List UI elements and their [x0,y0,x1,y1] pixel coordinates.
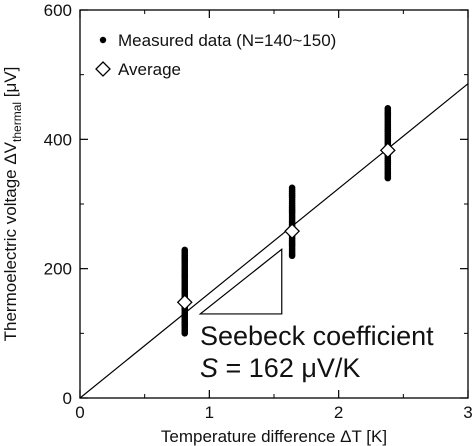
average-point [379,142,396,159]
annotation-line-2: S = 162 μV/K [200,353,360,383]
average-point [176,294,193,311]
legend-diamond-marker [95,61,111,77]
legend-label-measured: Measured data (N=140~150) [118,31,336,50]
slope-triangle-shape [198,248,283,315]
annotation-line-1: Seebeck coefficient [200,321,434,351]
measured-point [288,184,296,192]
y-axis-label-subscript: thermal [10,102,24,142]
y-tick-labels: 0 200 400 600 [44,1,72,408]
y-axis-label: Thermoelectric voltage ΔVthermal [μV] [1,67,24,342]
measured-point [181,246,189,254]
y-tick-label: 0 [63,389,72,408]
measured-data-series [181,104,392,337]
x-tick-label: 3 [463,403,472,422]
y-tick-label: 600 [44,1,72,20]
legend-dot-marker [99,36,107,44]
fit-line-path [79,83,469,399]
x-tick-labels: 0 1 2 3 [75,403,472,422]
x-tick-label: 0 [75,403,84,422]
x-tick-label: 2 [334,403,343,422]
y-axis-label-unit: [μV] [1,67,20,102]
measured-point [384,104,392,112]
y-axis-label-main: Thermoelectric voltage ΔV [1,141,20,341]
fit-line [79,83,469,399]
legend: Measured data (N=140~150) Average [95,31,336,79]
average-point [284,223,301,240]
annotation-symbol: S [200,353,218,383]
annotation-value: = 162 μV/K [218,353,360,383]
x-axis-label: Temperature difference ΔT [K] [161,427,387,446]
y-tick-label: 400 [44,130,72,149]
average-series [176,142,396,311]
y-tick-label: 200 [44,260,72,279]
slope-triangle [198,248,283,315]
legend-label-average: Average [118,60,181,79]
axis-ticks [79,9,469,399]
x-tick-label: 1 [205,403,214,422]
